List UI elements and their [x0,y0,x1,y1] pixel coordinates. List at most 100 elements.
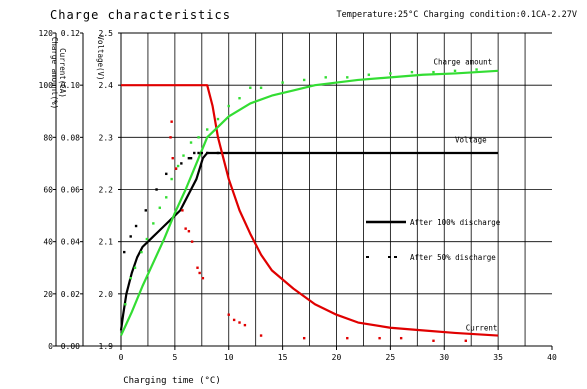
current-tick-label: 0.00 [61,342,80,351]
current_50-point [170,120,173,123]
voltage-tick-label: 2.1 [99,238,114,247]
charge_50-point [302,78,306,82]
charge-tick-label: 40 [43,238,53,247]
charge-tick-label: 0 [48,342,53,351]
charge_50-point [182,154,185,157]
voltage-axis-label: Voltage(V) [96,35,105,80]
voltage_50-point [200,151,204,155]
charge-tick-label: 20 [43,290,53,299]
x-tick-label: 25 [386,353,396,362]
voltage_50-point [155,188,158,191]
charge_50-point [189,141,193,144]
charge_50-point [206,128,209,131]
voltage_50-point [187,157,191,160]
annotations: Charge amount Voltage Current [433,57,497,332]
charge_50-point [238,97,241,100]
voltage-tick-label: 2.3 [99,133,114,142]
voltage_50-point [129,235,132,238]
current-tick-label: 0.08 [61,133,80,142]
voltage_50-point [180,162,183,165]
voltage-tick-label: 2.4 [99,81,114,90]
current_50-point [232,318,236,322]
charge_50-point [197,136,200,139]
annotation-label: Current [466,323,498,332]
legend: After 100% discharge After 50% discharge [366,218,501,262]
current_50-point [169,136,172,139]
current_50-point [184,227,187,230]
charge_50-point [281,81,284,84]
charge_50-point [133,266,137,269]
charge_50-point [346,76,349,79]
charge_50-point [165,196,168,199]
charge_50-point [453,69,457,73]
charge_50-point [152,222,155,225]
grid [121,33,552,346]
charge_50-point [140,250,143,254]
charge_50-point [389,72,392,75]
charge_50-point [227,104,230,108]
x-tick-label: 15 [278,353,288,362]
voltage_50-point [206,151,209,155]
voltage_100-line [119,151,499,331]
charge_50-point [176,164,180,168]
chart-title: Charge characteristics [50,8,231,22]
charge_50-point [170,177,173,181]
charging-condition: Temperature:25°C Charging condition:0.1C… [336,10,577,20]
current_50-point [259,334,263,337]
current_50-point [174,167,178,170]
current_50-point [302,336,306,340]
current_50-point [346,336,349,340]
voltage-tick-label: 2.0 [99,290,114,299]
current_50-point [464,339,467,342]
voltage_50-point [123,250,126,254]
voltage_50-point [165,172,168,176]
charge_50-point [410,70,414,74]
voltage_50-point [144,209,147,212]
series [119,68,499,342]
legend-sample-dot [388,256,391,258]
current_50-point [238,321,241,324]
charge_50-point [259,86,263,89]
charge_50-point [216,117,220,121]
charge_50-point [367,73,371,76]
charge_50-point [129,276,132,280]
charge-tick-label: 60 [43,186,53,195]
annotation-label: Charge amount [433,57,492,66]
current-tick-label: 0.12 [61,29,80,38]
current_50-point [432,339,435,342]
charge_50-point [158,206,161,209]
x-tick-label: 30 [439,353,449,362]
legend-label: After 50% discharge [410,253,496,262]
x-tick-label: 20 [332,353,342,362]
charge_50-point [324,76,327,79]
legend-sample-dot [394,256,397,258]
current_50-point [190,240,194,243]
voltage_50-point [134,224,138,228]
current_50-point [198,271,201,275]
charge-tick-label: 120 [39,29,54,38]
charge_50-point [432,70,435,74]
x-tick-label: 10 [224,353,234,362]
current_50-point [181,209,184,212]
current-tick-label: 0.04 [61,238,80,247]
x-tick-label: 35 [493,353,503,362]
current_50-point [201,276,205,280]
voltage-tick-label: 1.9 [99,342,114,351]
current-axis-label: Current(CA) [58,48,67,98]
voltage-tick-label: 2.5 [99,29,114,38]
voltage_50-point [197,151,200,155]
charge_50-point [249,86,252,89]
current_50-point [227,313,230,316]
x-tick-label: 40 [547,353,557,362]
charge-tick-label: 100 [39,81,54,90]
x-axis-label: Charging time (°C) [123,376,221,386]
tick-labels: 0 5 10 15 20 25 30 35 40 0 20 40 60 80 100 120 0.00 0.02 0… [39,29,557,362]
charge_50-point [124,303,127,306]
current_50-point [196,266,199,269]
current_50-point [171,157,174,160]
current-tick-label: 0.10 [61,81,80,90]
current-tick-label: 0.02 [61,290,80,299]
voltage_50-point [216,151,220,155]
charge_50-point [475,68,478,71]
voltage_50-point [189,157,193,160]
